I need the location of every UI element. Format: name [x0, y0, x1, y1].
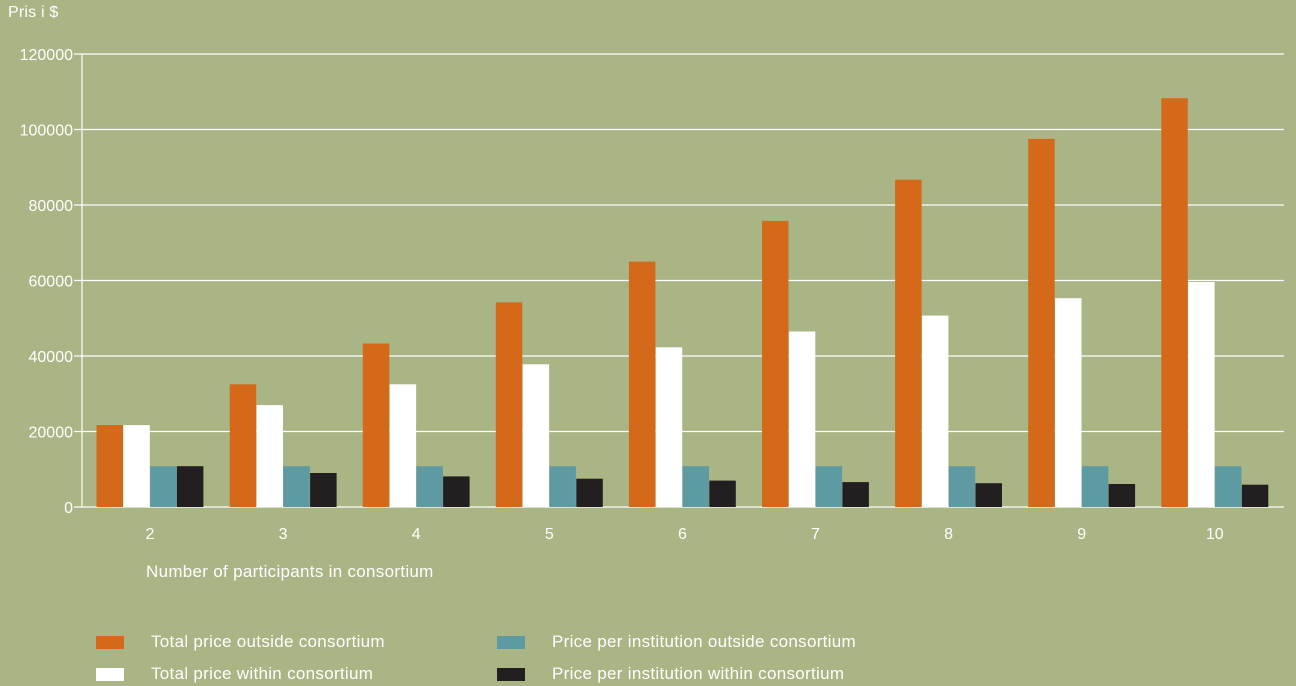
- x-tick-label: 2: [146, 526, 155, 543]
- bar-6-series-0: [628, 261, 656, 507]
- bar-4-series-0: [362, 343, 390, 507]
- bar-3-series-2: [283, 466, 310, 507]
- bar-2-series-0: [96, 425, 123, 507]
- bar-10-series-2: [1214, 466, 1242, 507]
- legend-label: Total price outside consortium: [151, 632, 385, 651]
- bars: [96, 98, 1269, 507]
- y-tick-label: 20000: [29, 425, 74, 442]
- bar-3-series-1: [256, 405, 283, 507]
- bar-8-series-3: [975, 483, 1002, 507]
- bar-2-series-3: [176, 466, 204, 507]
- y-tick-label: 40000: [29, 349, 74, 366]
- legend-item-total-within: Total price within consortium: [96, 664, 373, 684]
- bar-5-series-1: [522, 364, 550, 507]
- bar-5-series-2: [549, 466, 576, 507]
- bar-3-series-3: [310, 473, 337, 507]
- legend-item-per-institution-within: Price per institution within consortium: [497, 664, 844, 684]
- x-tick-label: 10: [1206, 526, 1224, 543]
- legend-swatch: [96, 635, 124, 649]
- bar-8-series-0: [895, 179, 922, 507]
- bar-7-series-0: [762, 220, 789, 507]
- bar-4-series-1: [389, 384, 417, 507]
- bar-7-series-3: [842, 482, 869, 507]
- y-axis-label: Pris i $: [8, 4, 59, 21]
- x-tick-label: 5: [545, 526, 554, 543]
- y-tick-label: 60000: [29, 274, 74, 291]
- x-tick-label: 4: [412, 526, 421, 543]
- bar-6-series-2: [682, 466, 709, 507]
- y-tick-label: 100000: [20, 123, 73, 140]
- bar-9-series-0: [1028, 138, 1055, 507]
- x-tick-label: 7: [811, 526, 820, 543]
- bar-6-series-1: [655, 347, 683, 507]
- legend-label: Price per institution within consortium: [552, 664, 845, 683]
- x-axis-label: Number of participants in consortium: [146, 562, 434, 581]
- legend-label: Total price within consortium: [151, 664, 374, 683]
- bar-9-series-3: [1108, 484, 1136, 507]
- bar-8-series-2: [948, 466, 976, 507]
- bar-2-series-2: [150, 466, 177, 507]
- bar-10-series-0: [1161, 98, 1188, 507]
- x-tick-label: 3: [279, 526, 288, 543]
- bar-4-series-2: [416, 466, 443, 507]
- bar-9-series-1: [1055, 298, 1082, 507]
- y-tick-labels: 0 20000 40000 60000 80000 100000 120000: [20, 47, 73, 517]
- legend-swatch: [497, 635, 525, 649]
- x-tick-label: 9: [1077, 526, 1086, 543]
- bar-7-series-1: [788, 331, 816, 507]
- bar-10-series-1: [1188, 282, 1215, 507]
- x-tick-label: 8: [944, 526, 953, 543]
- bar-5-series-3: [576, 478, 603, 507]
- bar-3-series-0: [229, 384, 257, 507]
- bar-10-series-3: [1241, 484, 1269, 507]
- legend-item-total-outside: Total price outside consortium: [96, 632, 385, 652]
- bar-2-series-1: [123, 425, 150, 507]
- bar-4-series-3: [443, 476, 470, 507]
- x-tick-labels: 2 3 4 5 6 7 8 9 10: [146, 526, 1224, 543]
- bar-7-series-2: [815, 466, 843, 507]
- legend-label: Price per institution outside consortium: [552, 632, 856, 651]
- bar-5-series-0: [495, 302, 523, 507]
- legend-swatch: [497, 667, 525, 681]
- y-tick-label: 80000: [29, 198, 74, 215]
- bar-8-series-1: [921, 315, 949, 507]
- legend-item-per-institution-outside: Price per institution outside consortium: [497, 632, 856, 652]
- y-tick-label: 120000: [20, 47, 73, 64]
- x-tick-label: 6: [678, 526, 687, 543]
- bar-6-series-3: [709, 480, 736, 507]
- bar-9-series-2: [1081, 466, 1109, 507]
- legend-swatch: [96, 667, 124, 681]
- y-tick-label: 0: [64, 500, 73, 517]
